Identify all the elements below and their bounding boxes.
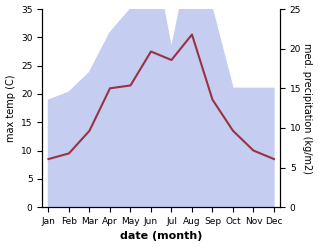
X-axis label: date (month): date (month) (120, 231, 203, 242)
Y-axis label: max temp (C): max temp (C) (5, 74, 16, 142)
Y-axis label: med. precipitation (kg/m2): med. precipitation (kg/m2) (302, 43, 313, 174)
